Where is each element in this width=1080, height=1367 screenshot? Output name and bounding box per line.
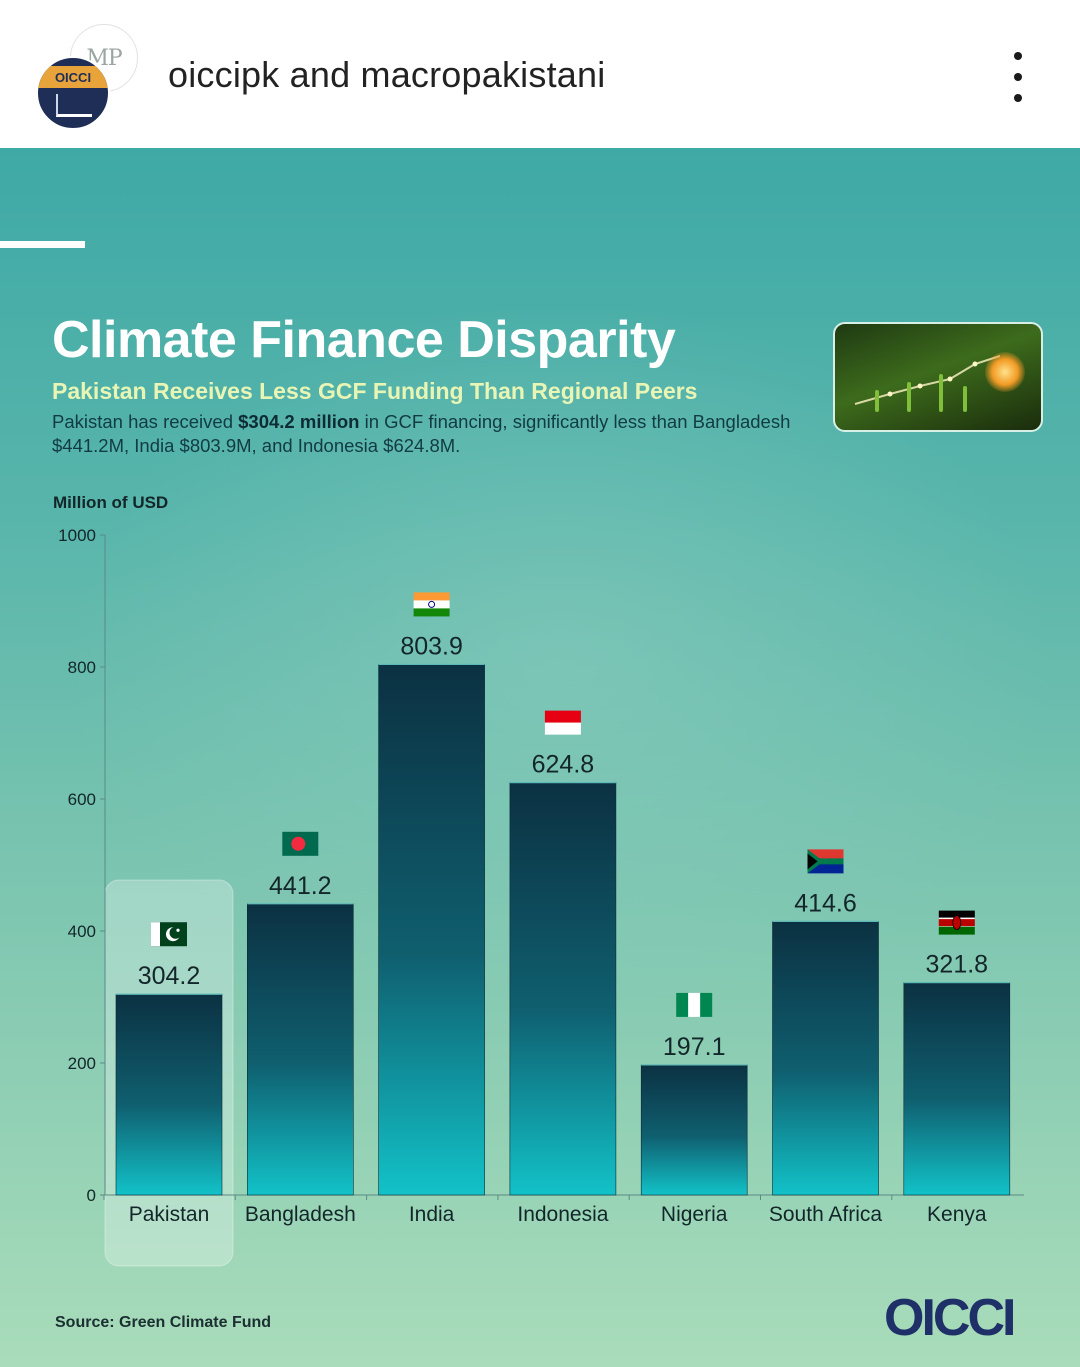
kenya-flag-icon (938, 910, 975, 935)
data-label: 304.2 (138, 962, 201, 990)
y-tick-label: 200 (68, 1054, 96, 1073)
data-label: 414.6 (794, 889, 857, 917)
x-tick-label: Bangladesh (245, 1203, 356, 1226)
infographic: Climate Finance Disparity Pakistan Recei… (0, 148, 1080, 1367)
india-flag-icon (413, 592, 450, 617)
data-label: 441.2 (269, 872, 332, 900)
chart-description: Pakistan has received $304.2 million in … (52, 410, 822, 458)
more-vertical-icon[interactable] (1008, 52, 1028, 102)
oicci-avatar-label: OICCI (38, 66, 108, 88)
x-tick-label: Nigeria (661, 1203, 728, 1226)
oiccipk-avatar[interactable]: OICCI (36, 56, 110, 130)
accent-line (0, 241, 85, 248)
bar-chart: Million of USD 0 200 400 600 800 1000 304.2 Paki… (53, 493, 1024, 1267)
source-note: Source: Green Climate Fund (55, 1314, 272, 1331)
y-axis-label: Million of USD (53, 493, 168, 512)
bangladesh-flag-icon (282, 831, 319, 856)
chart-title: Climate Finance Disparity (52, 311, 676, 369)
bar (509, 782, 617, 1196)
sprout-icon (939, 374, 943, 412)
menu-dot (1014, 52, 1022, 60)
x-tick-label: Pakistan (129, 1203, 210, 1226)
data-label: 321.8 (926, 951, 989, 979)
bar (772, 921, 879, 1196)
nigeria-flag-icon (676, 992, 713, 1017)
data-label: 803.9 (400, 632, 463, 660)
sprout-icon (907, 382, 911, 412)
x-tick-label: India (409, 1203, 455, 1226)
account-names[interactable]: oiccipk and macropakistani (168, 54, 606, 95)
menu-dot (1014, 94, 1022, 102)
y-tick-label: 0 (87, 1186, 96, 1205)
bar (903, 982, 1011, 1196)
indonesia-flag-icon (544, 710, 581, 735)
menu-dot (1014, 73, 1022, 81)
data-label: 624.8 (532, 751, 595, 779)
data-label: 197.1 (663, 1033, 726, 1061)
post-header: MP OICCI oiccipk and macropakistani (0, 0, 1080, 148)
x-tick-label: Indonesia (517, 1203, 608, 1226)
x-tick-label: Kenya (927, 1203, 987, 1226)
y-tick-label: 800 (68, 658, 96, 677)
account-avatars[interactable]: MP OICCI (34, 22, 144, 132)
description-highlight: $304.2 million (238, 411, 360, 432)
y-tick-label: 600 (68, 790, 96, 809)
description-text: Pakistan has received (52, 411, 239, 432)
plant-growth-photo (833, 322, 1043, 432)
sprout-icon (963, 386, 967, 412)
chart-subtitle: Pakistan Receives Less GCF Funding Than … (52, 378, 698, 404)
pakistan-flag-icon (151, 922, 187, 947)
trend-line-icon (854, 355, 1001, 405)
oicci-logo: OICCI (884, 1289, 1016, 1347)
sprout-icon (875, 390, 879, 412)
bar (378, 664, 485, 1196)
bar (115, 993, 223, 1196)
lightbulb-icon (985, 352, 1025, 392)
x-tick-label: South Africa (769, 1203, 883, 1226)
description-text-rest: in GCF financing, significantly less tha… (52, 411, 791, 456)
ship-icon (56, 94, 92, 117)
south-africa-flag-icon (807, 849, 844, 874)
bar (247, 903, 354, 1196)
y-tick-label: 400 (68, 922, 96, 941)
y-tick-label: 1000 (58, 526, 96, 545)
bar (640, 1064, 748, 1196)
